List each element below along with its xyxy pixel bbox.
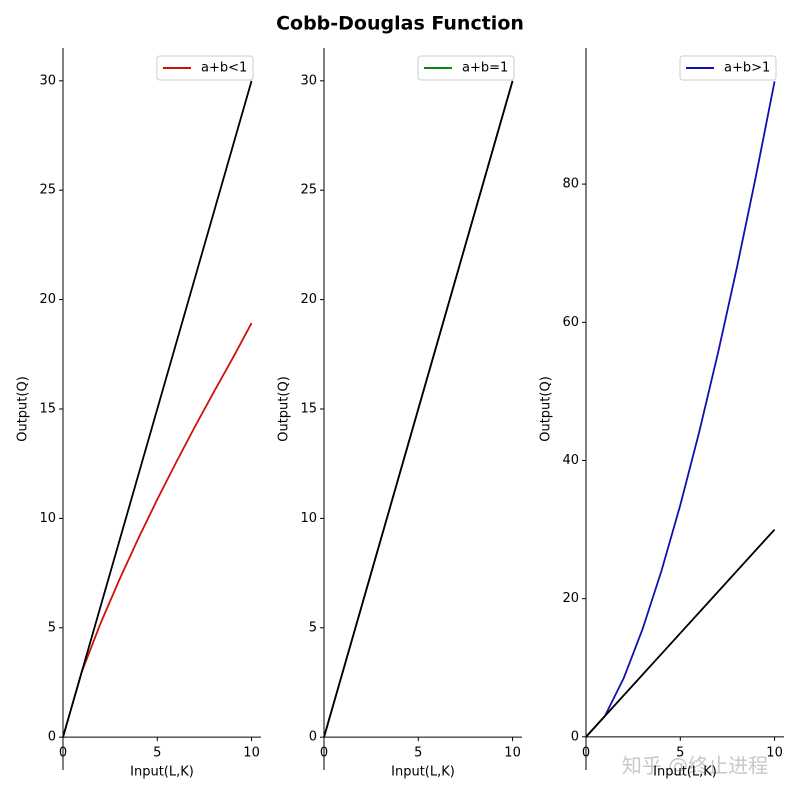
watermark: 知乎 @终止进程	[622, 754, 768, 778]
line-series	[323, 80, 514, 738]
x-tick-label: 5	[414, 746, 422, 761]
y-tick-label: 25	[39, 183, 56, 198]
x-tick-label: 0	[320, 746, 328, 761]
y-tick-label: 0	[571, 729, 579, 744]
y-axis-label: Output(Q)	[16, 376, 31, 442]
y-tick-label: 40	[562, 453, 579, 468]
y-tick-label: 20	[39, 292, 56, 307]
x-axis-label: Input(L,K)	[653, 765, 717, 780]
x-tick-label: 0	[59, 746, 67, 761]
x-tick-label: 0	[582, 745, 590, 760]
line-series	[62, 80, 253, 738]
legend-label: a+b=1	[462, 61, 508, 76]
y-tick-label: 60	[562, 315, 579, 330]
y-tick-label: 20	[562, 591, 579, 606]
line-series	[585, 81, 776, 738]
y-tick-label: 5	[48, 620, 56, 635]
line-series	[585, 528, 776, 738]
legend-box	[679, 55, 777, 81]
legend-box	[156, 55, 254, 81]
y-tick-label: 10	[300, 511, 317, 526]
y-tick-label: 15	[300, 402, 317, 417]
x-tick-label: 5	[676, 745, 684, 760]
y-tick-label: 0	[48, 730, 56, 745]
legend-label: a+b>1	[724, 61, 770, 76]
x-tick-label: 10	[766, 745, 783, 760]
x-tick-label: 10	[243, 746, 260, 761]
legend-label: a+b<1	[201, 61, 247, 76]
x-axis-label: Input(L,K)	[130, 765, 194, 780]
y-tick-label: 15	[39, 402, 56, 417]
line-series	[62, 322, 253, 738]
y-tick-label: 5	[309, 620, 317, 635]
y-tick-label: 0	[309, 730, 317, 745]
y-tick-label: 10	[39, 511, 56, 526]
figure-title: Cobb-Douglas Function	[276, 13, 524, 35]
y-axis-label: Output(Q)	[539, 376, 554, 442]
x-tick-label: 10	[504, 746, 521, 761]
y-tick-label: 20	[300, 292, 317, 307]
y-tick-label: 30	[300, 73, 317, 88]
x-axis-label: Input(L,K)	[391, 765, 455, 780]
y-tick-label: 80	[562, 177, 579, 192]
x-tick-label: 5	[153, 746, 161, 761]
y-axis-label: Output(Q)	[277, 376, 292, 442]
legend-box	[417, 55, 515, 81]
y-tick-label: 25	[300, 183, 317, 198]
y-tick-label: 30	[39, 73, 56, 88]
